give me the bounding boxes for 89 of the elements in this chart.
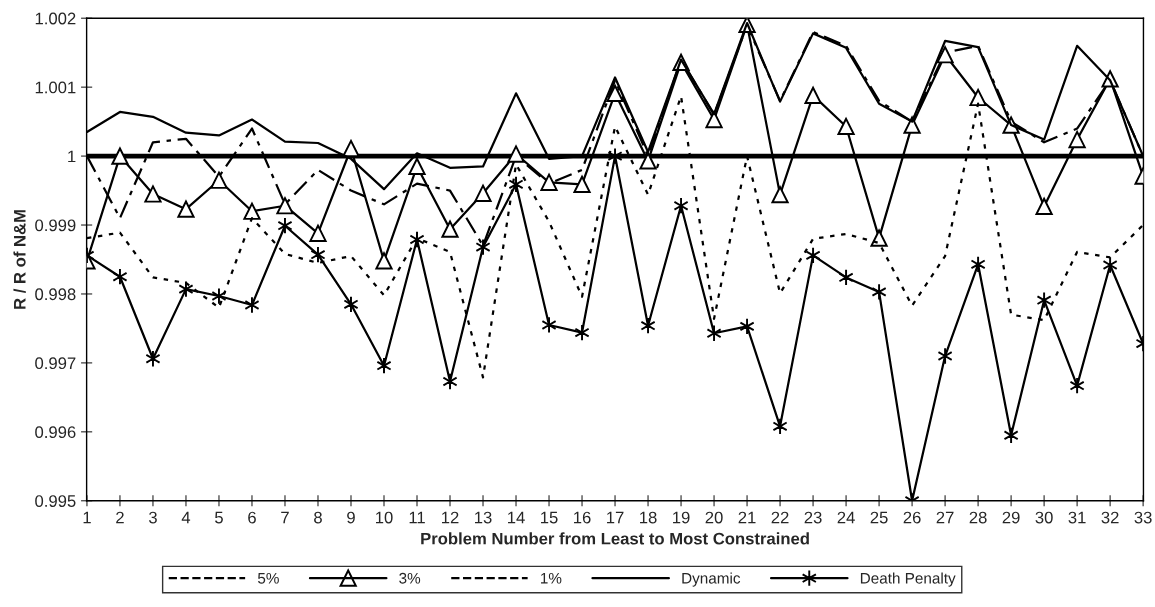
y-tick-label: 0.999: [35, 219, 76, 232]
x-tick-label: 1: [83, 511, 91, 524]
y-tick-label: 0.996: [35, 426, 76, 439]
point: [210, 171, 228, 189]
legend-label: 1%: [541, 572, 562, 584]
point: [1068, 130, 1086, 149]
x-tick-label: 18: [640, 511, 657, 524]
point: [541, 316, 557, 334]
point: [1069, 377, 1085, 395]
point: [969, 88, 987, 107]
point: [607, 147, 623, 165]
x-tick-label: 3: [148, 511, 157, 524]
point: [441, 220, 459, 238]
x-axis-title: Problem Number from Least to Most Constrained: [421, 532, 809, 545]
legend-label: Death Penalty: [860, 572, 956, 587]
point: [804, 86, 822, 105]
y-axis-title: R / R of N&M: [13, 210, 26, 309]
point: [606, 84, 624, 102]
x-tick-label: 10: [376, 511, 393, 524]
y-tick-label: 0.998: [35, 288, 76, 301]
point: [903, 116, 921, 134]
point: [309, 224, 327, 242]
x-tick-label: 30: [1035, 511, 1053, 524]
x-tick-label: 19: [673, 511, 690, 524]
point: [178, 280, 194, 298]
y-tick-label: 0.995: [35, 495, 76, 507]
x-tick-label: 6: [248, 511, 256, 524]
x-tick-label: 9: [347, 511, 355, 524]
point: [211, 287, 227, 305]
x-tick-label: 25: [870, 511, 888, 524]
x-tick-label: 11: [409, 511, 425, 524]
point: [244, 296, 260, 314]
x-tick-label: 15: [541, 511, 558, 524]
x-tick-label: 21: [738, 511, 756, 524]
point: [574, 323, 590, 342]
point: [243, 202, 261, 220]
legend-label: Dynamic: [682, 572, 741, 587]
point: [639, 152, 657, 170]
point: [936, 46, 954, 64]
x-tick-label: 5: [215, 511, 223, 524]
point: [442, 372, 458, 391]
point: [771, 186, 789, 204]
x-tick-label: 20: [705, 511, 723, 524]
point: [276, 197, 294, 215]
point: [1035, 197, 1053, 216]
x-tick-label: 23: [804, 511, 822, 524]
y-tick-label: 1: [68, 150, 76, 163]
x-tick-label: 13: [475, 511, 492, 524]
point: [870, 229, 888, 247]
x-tick-label: 26: [903, 511, 921, 524]
point: [705, 110, 723, 129]
point: [111, 147, 129, 165]
x-tick-label: 4: [181, 511, 191, 524]
y-tick-label: 1.002: [35, 12, 76, 25]
point: [871, 283, 887, 301]
point: [475, 238, 491, 256]
x-tick-label: 2: [116, 511, 124, 524]
point: [408, 157, 426, 176]
x-tick-label: 27: [936, 511, 954, 524]
x-tick-label: 17: [607, 511, 624, 524]
x-tick-label: 31: [1068, 511, 1086, 524]
point: [144, 185, 162, 203]
x-tick-label: 33: [1134, 511, 1152, 524]
x-tick-label: 12: [442, 511, 459, 524]
x-tick-label: 14: [508, 511, 525, 524]
point: [937, 347, 953, 365]
x-tick-label: 29: [1002, 511, 1020, 524]
point: [838, 268, 854, 287]
x-tick-label: 22: [771, 511, 789, 524]
x-tick-label: 7: [281, 511, 289, 524]
y-tick-label: 1.001: [35, 81, 76, 94]
point: [177, 200, 195, 218]
point: [375, 252, 393, 270]
x-tick-label: 16: [574, 511, 591, 524]
point: [540, 173, 558, 191]
legend-label: 3%: [399, 572, 421, 584]
point: [837, 117, 855, 136]
x-tick-label: 28: [969, 511, 987, 524]
y-tick-label: 0.997: [35, 357, 76, 370]
point: [474, 184, 492, 202]
x-tick-label: 32: [1101, 511, 1119, 524]
legend-label: 5%: [257, 572, 279, 584]
x-tick-label: 24: [837, 511, 855, 524]
point: [1102, 256, 1118, 274]
point: [573, 175, 591, 193]
point: [342, 139, 360, 158]
x-tick-label: 8: [314, 511, 322, 524]
point: [409, 230, 425, 249]
point: [507, 145, 525, 163]
